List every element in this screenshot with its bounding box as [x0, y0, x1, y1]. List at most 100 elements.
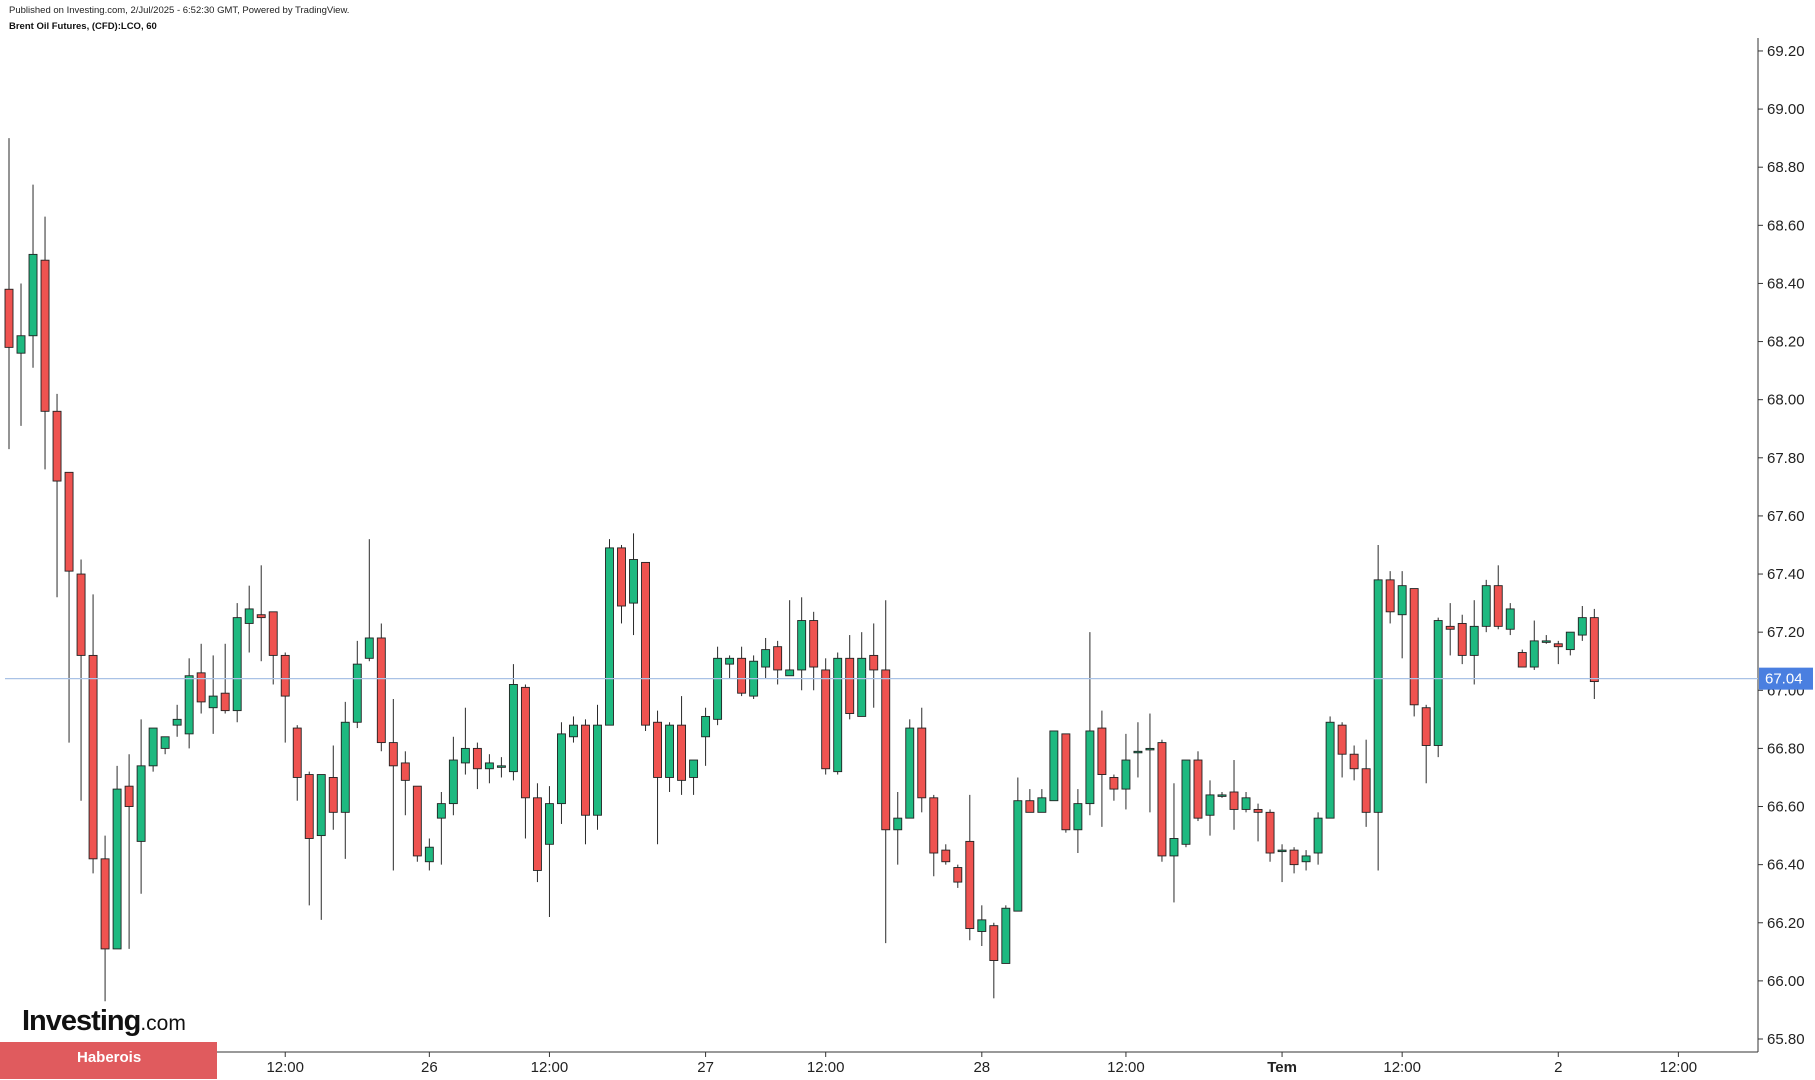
candle-body [617, 547, 626, 607]
y-tick-label: 66.20 [1767, 915, 1805, 932]
candle-body [1145, 747, 1155, 751]
candle-body [412, 785, 422, 857]
source-badge-label: Haberois [77, 1049, 142, 1066]
y-tick-label: 68.60 [1767, 217, 1805, 234]
candle-body [28, 253, 38, 337]
y-tick-label: 66.60 [1767, 799, 1805, 816]
candle [40, 216, 50, 470]
candle [424, 838, 434, 871]
candle [1037, 789, 1047, 813]
candle-body [977, 919, 987, 932]
candle [172, 704, 182, 737]
candle-body [1229, 791, 1239, 810]
candle-body [112, 788, 122, 950]
candle [208, 655, 218, 734]
candle-body [196, 672, 206, 703]
candle-body [1217, 794, 1227, 797]
candle [28, 184, 38, 368]
candle-body [280, 654, 290, 697]
candle [917, 707, 927, 813]
candle-body [593, 724, 602, 816]
candle-body [304, 774, 314, 839]
candle [905, 719, 915, 819]
candle [1289, 847, 1299, 874]
candle-body [737, 657, 747, 694]
candle-body [1205, 794, 1215, 816]
candle-body [1337, 724, 1347, 755]
candle [508, 664, 518, 781]
candle-body [1505, 608, 1515, 630]
candle-body [1265, 811, 1275, 854]
candle [64, 471, 74, 743]
candle [1409, 588, 1419, 717]
candle [232, 603, 242, 723]
candle [1589, 608, 1599, 699]
x-tick-label: 12:00 [1383, 1059, 1421, 1076]
candle [340, 701, 350, 859]
candle [1001, 905, 1011, 964]
candle [1481, 579, 1491, 633]
candle [1385, 571, 1395, 624]
candle [1265, 809, 1275, 862]
candle-body [436, 803, 446, 819]
candle-body [785, 669, 795, 677]
candle-body [1409, 588, 1419, 706]
candle [605, 539, 614, 726]
candle-body [352, 663, 362, 723]
published-note: Published on Investing.com, 2/Jul/2025 -… [9, 5, 350, 16]
candle-body [845, 657, 855, 714]
y-tick-label: 69.00 [1767, 101, 1805, 118]
candle-body [88, 654, 98, 860]
y-tick-label: 67.40 [1767, 566, 1805, 583]
candle [953, 864, 963, 888]
candle-body [316, 774, 326, 837]
candle-body [256, 614, 266, 619]
candle-body [136, 765, 146, 842]
candle [617, 544, 626, 624]
candle-body [520, 686, 530, 799]
candle [388, 698, 398, 871]
candle-body [76, 573, 86, 656]
candle [1217, 791, 1227, 798]
candle-body [1085, 730, 1095, 805]
candle [472, 742, 482, 790]
y-tick-label: 67.20 [1767, 624, 1805, 641]
candle-body [1169, 838, 1179, 857]
candle-body [268, 611, 278, 656]
candle-body [244, 608, 254, 624]
candle [1565, 631, 1575, 656]
candle-body [725, 657, 735, 665]
candle [1337, 722, 1347, 778]
candle [1193, 751, 1203, 822]
candle [1493, 565, 1503, 630]
candle [532, 783, 542, 883]
y-axis[interactable]: 65.8066.0066.2066.4066.6066.8067.0067.20… [1757, 38, 1805, 1052]
candle-body [508, 684, 518, 773]
candle [1421, 704, 1431, 784]
y-tick-label: 68.40 [1767, 275, 1805, 292]
y-tick-label: 66.40 [1767, 857, 1805, 874]
symbol-title: Brent Oil Futures, (CFD):LCO, 60 [9, 21, 157, 32]
x-axis[interactable]: 12:002512:002612:002712:002812:00Tem12:0… [0, 1051, 1758, 1076]
candle [376, 623, 386, 752]
candle-body [1025, 800, 1035, 813]
candle [400, 751, 410, 816]
candle [1433, 617, 1443, 758]
candle-body [1577, 617, 1587, 636]
candle-body [400, 762, 410, 781]
candle [1553, 640, 1563, 665]
candle-body [448, 759, 458, 805]
candle-body [232, 617, 242, 712]
candle [809, 611, 819, 691]
candle-body [1361, 768, 1371, 813]
candle-body [965, 840, 975, 930]
candle-body [292, 727, 302, 778]
candle-body [1073, 803, 1083, 831]
candle-body [424, 846, 434, 863]
candle [1469, 600, 1479, 685]
candle [1121, 733, 1131, 810]
candle [677, 696, 687, 795]
y-tick-label: 68.00 [1767, 392, 1805, 409]
candle [1301, 850, 1311, 871]
